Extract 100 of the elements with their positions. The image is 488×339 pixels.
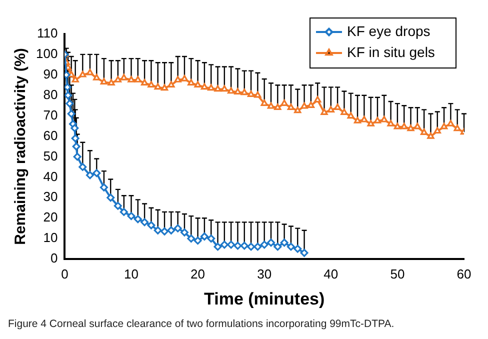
point <box>334 104 342 110</box>
point <box>220 240 228 249</box>
point <box>267 238 275 247</box>
point <box>294 106 302 114</box>
point <box>374 116 382 124</box>
x-tick-label: 0 <box>61 266 68 282</box>
y-tick-label: 100 <box>36 46 58 62</box>
point <box>360 116 368 122</box>
point <box>234 242 242 250</box>
point <box>66 100 74 108</box>
point <box>420 128 428 135</box>
point <box>347 112 354 119</box>
x-tick-label: 10 <box>124 266 138 282</box>
y-tick-label: 30 <box>43 189 58 204</box>
point <box>260 240 268 249</box>
point <box>194 236 202 245</box>
point <box>79 70 86 78</box>
x-axis-title: Time (minutes) <box>204 289 325 308</box>
x-tick-label: 40 <box>324 266 338 282</box>
y-tick-label: 90 <box>43 66 58 82</box>
point <box>240 242 248 250</box>
point <box>92 169 101 178</box>
point <box>414 122 421 130</box>
y-tick-label: 20 <box>43 210 58 225</box>
point <box>78 162 87 171</box>
point <box>154 83 162 90</box>
point <box>214 85 222 92</box>
y-tick-label: 10 <box>43 230 58 246</box>
point <box>100 183 108 192</box>
y-tick-label: 50 <box>43 148 58 164</box>
point <box>106 194 115 202</box>
point <box>440 122 448 130</box>
point <box>380 116 388 122</box>
point <box>208 84 215 91</box>
point <box>64 91 72 100</box>
point <box>140 79 148 86</box>
point <box>93 74 100 80</box>
point <box>354 116 362 124</box>
point <box>140 218 149 226</box>
point <box>447 120 454 126</box>
point <box>120 208 128 216</box>
point <box>200 83 208 90</box>
caption: Figure 4 Corneal surface clearance of two formulations incorporating 99mTc-DTPA. <box>8 318 396 330</box>
point <box>128 76 135 82</box>
point <box>240 88 248 96</box>
point <box>294 244 302 253</box>
point <box>247 242 256 251</box>
point <box>367 120 374 126</box>
point <box>168 81 175 88</box>
point <box>327 106 334 112</box>
legend-label: KF eye drops <box>347 22 430 39</box>
point <box>254 242 262 251</box>
point <box>180 228 188 236</box>
point <box>148 81 155 88</box>
point <box>214 242 222 251</box>
point <box>287 104 295 110</box>
point <box>134 76 142 82</box>
x-tick-label: 60 <box>456 266 472 282</box>
point <box>86 171 94 180</box>
point <box>314 96 322 102</box>
point <box>174 76 182 82</box>
point <box>340 108 348 115</box>
point <box>260 100 268 106</box>
point <box>73 152 82 161</box>
x-tick-label: 30 <box>257 266 272 282</box>
point <box>400 122 408 130</box>
point <box>280 100 288 106</box>
point <box>280 238 288 247</box>
y-tick-label: 110 <box>36 26 58 41</box>
point <box>407 124 414 132</box>
point <box>254 91 262 98</box>
point <box>174 224 182 232</box>
point <box>160 227 169 236</box>
point <box>274 242 282 251</box>
point <box>207 234 216 243</box>
point <box>71 134 80 142</box>
point <box>187 234 196 243</box>
point <box>72 142 80 150</box>
point <box>72 76 79 82</box>
point <box>114 76 122 82</box>
point <box>434 127 441 134</box>
point <box>194 81 202 88</box>
legend-label: KF in situ gels <box>347 44 435 60</box>
point <box>134 215 142 224</box>
point <box>247 90 255 97</box>
y-tick-label: 70 <box>43 107 58 122</box>
point <box>228 87 235 94</box>
point <box>227 240 236 249</box>
point <box>147 221 156 230</box>
point <box>154 226 162 234</box>
point <box>387 120 394 126</box>
point <box>180 75 188 82</box>
point <box>307 102 315 108</box>
point <box>427 132 434 139</box>
point <box>320 108 328 115</box>
y-axis-title: Remaining radioactivity (%) <box>12 48 30 245</box>
point <box>188 79 195 86</box>
y-tick-label: 60 <box>43 128 58 143</box>
y-tick-label: 0 <box>50 250 58 266</box>
point <box>120 74 128 80</box>
